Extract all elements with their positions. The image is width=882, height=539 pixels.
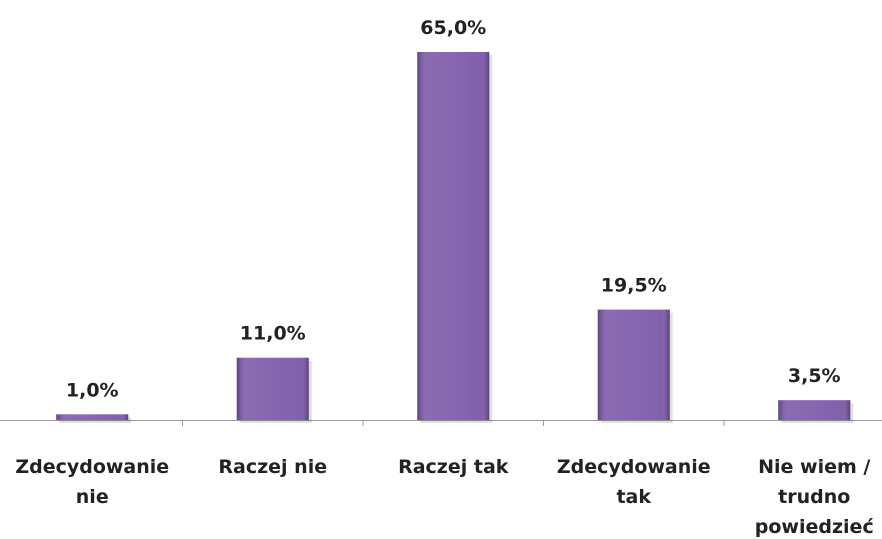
bar-shade — [778, 400, 851, 420]
bar-shade — [417, 52, 490, 420]
bar-shade — [597, 309, 670, 420]
value-label: 3,5% — [788, 365, 841, 387]
bar-shade — [56, 414, 129, 420]
value-label: 19,5% — [601, 275, 667, 297]
value-label: 1,0% — [66, 379, 119, 401]
category-label: Raczej nie — [218, 456, 328, 478]
category-label: Nie wiem / trudno powiedzieć — [754, 456, 874, 538]
category-label: Raczej tak — [398, 456, 509, 478]
value-label: 11,0% — [240, 323, 306, 345]
value-label: 65,0% — [420, 17, 486, 39]
bar-shadow — [59, 417, 132, 423]
category-label: Zdecydowanie tak — [556, 456, 711, 508]
bar-shade — [236, 357, 309, 420]
category-label: Zdecydowanie nie — [15, 456, 170, 508]
